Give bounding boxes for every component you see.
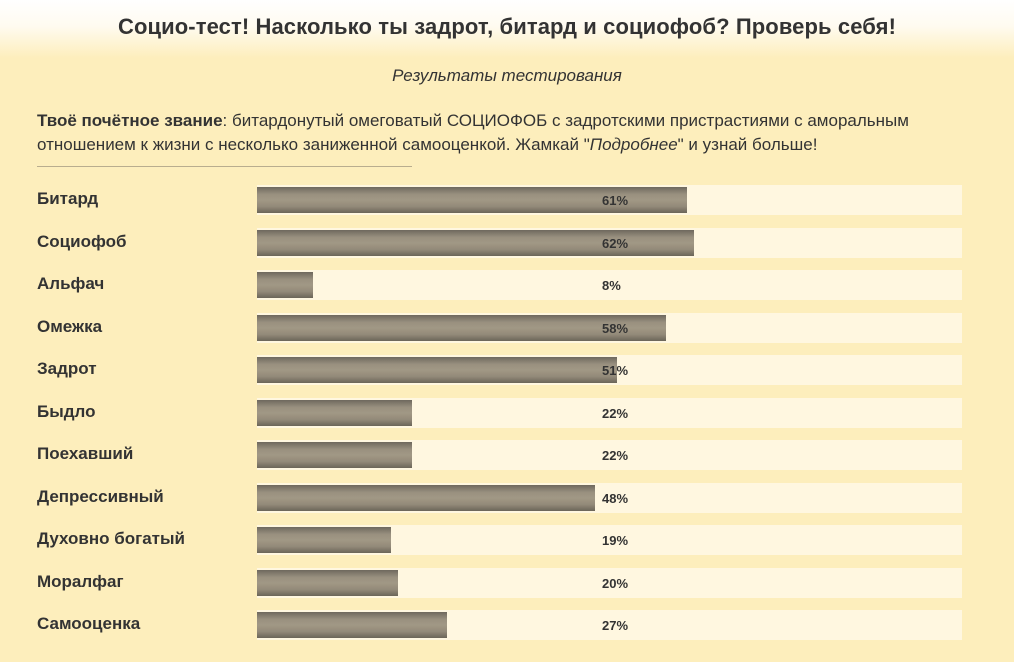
score-bar-fill xyxy=(257,357,617,383)
score-bar-track: 62% xyxy=(257,228,962,258)
score-row: Битард 61% xyxy=(0,185,1014,216)
score-row: Социофоб 62% xyxy=(0,228,1014,259)
score-bar-track: 19% xyxy=(257,525,962,555)
score-label: Быдло xyxy=(37,402,96,421)
score-bar-fill xyxy=(257,485,595,511)
score-percent: 58% xyxy=(602,321,629,336)
score-label: Альфач xyxy=(37,274,105,293)
score-row: Поехавший 22% xyxy=(0,440,1014,471)
score-bar-track: 22% xyxy=(257,440,962,470)
score-label: Социофоб xyxy=(37,232,127,251)
score-label: Битард xyxy=(37,189,99,208)
score-row: Духовно богатый 19% xyxy=(0,525,1014,556)
score-percent: 8% xyxy=(602,278,621,293)
score-bar-track: 51% xyxy=(257,355,962,385)
score-bar-track: 48% xyxy=(257,483,962,513)
score-percent: 62% xyxy=(602,236,629,251)
score-bar-fill xyxy=(257,400,412,426)
score-bar-fill xyxy=(257,230,694,256)
score-row: Альфач 8% xyxy=(0,270,1014,301)
score-percent: 61% xyxy=(602,193,629,208)
score-percent: 51% xyxy=(602,363,629,378)
page-title: Социо-тест! Насколько ты задрот, битард … xyxy=(117,14,897,39)
rank-more-word: Подробнее xyxy=(589,135,678,154)
rank-text: : битардонутый омеговатый СОЦИОФОБ с зад… xyxy=(37,111,909,154)
rank-paragraph: Твоё почётное звание: битардонутый омего… xyxy=(37,109,957,157)
score-bar-track: 22% xyxy=(257,398,962,428)
score-bar-fill xyxy=(257,570,398,596)
score-row: Задрот 51% xyxy=(0,355,1014,386)
score-bar-fill xyxy=(257,187,687,213)
score-label: Поехавший xyxy=(37,444,134,463)
score-row: Быдло 22% xyxy=(0,398,1014,429)
score-label: Депрессивный xyxy=(37,487,164,506)
score-bar-track: 58% xyxy=(257,313,962,343)
score-percent: 20% xyxy=(602,576,629,591)
score-bar-fill xyxy=(257,442,412,468)
score-bar-track: 27% xyxy=(257,610,962,640)
score-bar-fill xyxy=(257,315,666,341)
score-bar-fill xyxy=(257,272,313,298)
rank-tail: " и узнай больше! xyxy=(677,135,818,154)
score-label: Омежка xyxy=(37,317,103,336)
score-bar-track: 8% xyxy=(257,270,962,300)
score-bar-track: 61% xyxy=(257,185,962,215)
score-percent: 48% xyxy=(602,491,629,506)
score-bar-fill xyxy=(257,612,447,638)
score-percent: 22% xyxy=(602,406,629,421)
score-row: Самооценка 27% xyxy=(0,610,1014,641)
score-percent: 27% xyxy=(602,618,629,633)
score-label: Духовно богатый xyxy=(37,529,185,548)
rank-label: Твоё почётное звание xyxy=(37,111,223,130)
header-bar xyxy=(0,0,1014,58)
divider xyxy=(37,166,412,167)
score-label: Самооценка xyxy=(37,614,141,633)
score-row: Моралфаг 20% xyxy=(0,568,1014,599)
score-bar-track: 20% xyxy=(257,568,962,598)
score-percent: 19% xyxy=(602,533,629,548)
score-bar-fill xyxy=(257,527,391,553)
score-row: Омежка 58% xyxy=(0,313,1014,344)
results-subtitle: Результаты тестирования xyxy=(392,66,622,85)
score-percent: 22% xyxy=(602,448,629,463)
score-label: Моралфаг xyxy=(37,572,124,591)
score-row: Депрессивный 48% xyxy=(0,483,1014,514)
score-label: Задрот xyxy=(37,359,97,378)
